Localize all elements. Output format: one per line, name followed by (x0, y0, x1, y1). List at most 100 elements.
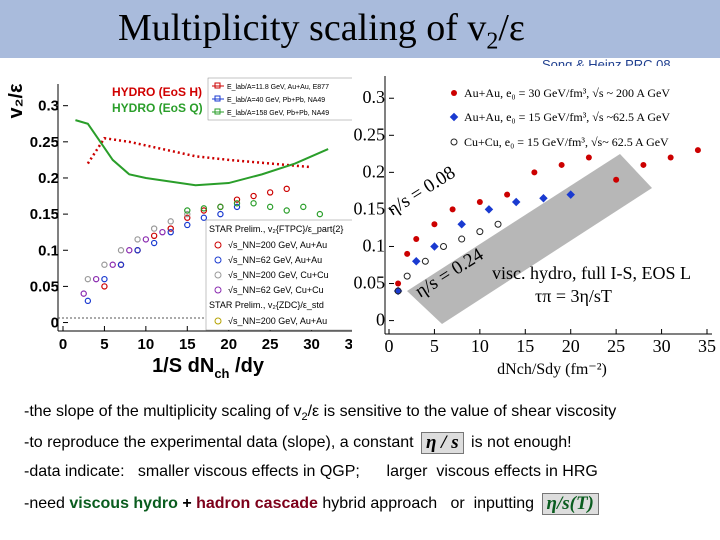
star-entry-3: √s_NN=200 GeV, Cu+Cu (228, 270, 329, 280)
data-point (539, 194, 548, 203)
y-tick-label: 0 (51, 315, 59, 332)
y-tick-label: 0.05 (354, 273, 386, 293)
data-point (640, 161, 647, 168)
visc-label-1: visc. hydro, full I-S, EOS L (492, 263, 691, 283)
title-bar (0, 0, 720, 58)
data-point (150, 225, 158, 232)
data-point (109, 261, 116, 268)
data-point (300, 203, 307, 211)
x-tick-label: 0 (385, 336, 394, 356)
data-point (126, 247, 133, 254)
data-point (316, 210, 324, 218)
bullet-2: -to reproduce the experimental data (slo… (24, 432, 572, 454)
y-tick-label: 0 (376, 310, 385, 330)
data-point (558, 161, 565, 168)
bullet-4: -need viscous hydro + hadron cascade hyb… (24, 493, 602, 515)
data-point (458, 235, 466, 243)
data-point (250, 192, 257, 200)
x-tick-label: 0 (59, 336, 67, 353)
right-plot: 0.3 0.25 0.2 0.15 0.1 0.05 0 0 5 10 15 20 25 30 35 Au… (352, 66, 718, 386)
right-legend-3: Cu+Cu, e₀ = 15 GeV/fm³, √s~ 62.5 A GeV (464, 135, 669, 149)
viscous-band (407, 154, 652, 324)
bullet-1: -the slope of the multiplicity scaling o… (24, 403, 617, 424)
data-point (217, 203, 224, 211)
data-point (613, 176, 620, 183)
data-point (266, 189, 274, 196)
data-point (150, 239, 158, 247)
data-point (233, 200, 241, 207)
data-point (413, 236, 420, 243)
data-point (167, 225, 174, 232)
data-point (200, 214, 208, 221)
data-point (150, 232, 158, 239)
x-tick-label: 35 (698, 336, 716, 356)
left-xlabel: 1/S dNch /dy (152, 355, 265, 381)
data-point (449, 206, 456, 213)
star-entry-1: √s_NN=200 GeV, Au+Au (228, 240, 327, 250)
data-point (101, 261, 108, 268)
y-tick-label: 0.15 (354, 198, 386, 218)
star-entry-4: √s_NN=62 GeV, Cu+Cu (228, 285, 324, 295)
data-point (233, 203, 241, 211)
data-point (404, 250, 411, 257)
left-plot: v₂/ε 0.3 0.25 0.2 0.15 0.1 0.05 0 0 5 10 15 20 25 30… (8, 66, 370, 382)
legend-e877: E_lab/A=11.8 GeV, Au+Au, E877 (227, 84, 329, 91)
right-xlabel: dNch/Sdy (fm⁻²) (497, 361, 607, 378)
y-tick-label: 0.1 (38, 242, 59, 259)
data-point (403, 272, 411, 280)
data-point (200, 207, 208, 214)
data-point (667, 154, 674, 161)
data-point (184, 210, 191, 218)
eta-s-t-chip: η/s(T) (541, 493, 599, 515)
x-tick-label: 25 (262, 336, 279, 353)
data-point (430, 242, 439, 251)
y-tick-label: 0.2 (363, 161, 386, 181)
eta-s-chip: η / s (421, 432, 464, 454)
x-tick-label: 25 (607, 336, 625, 356)
data-point (200, 205, 208, 212)
star-entry-5: √s_NN=200 GeV, Au+Au (228, 316, 327, 326)
data-point (412, 257, 421, 266)
x-tick-label: 15 (179, 336, 196, 353)
visc-label-2: τπ = 3η/sT (535, 286, 612, 306)
y-tick-label: 0.3 (363, 87, 386, 107)
right-series (393, 147, 701, 296)
data-point (266, 203, 274, 211)
data-point (84, 275, 92, 283)
data-point (283, 185, 290, 193)
data-point (80, 290, 87, 297)
y-tick-label: 0.25 (354, 124, 386, 144)
x-tick-label: 30 (653, 336, 671, 356)
star-title: STAR Prelim., v₂{FTPC}/ε_part{2} (209, 224, 343, 234)
x-tick-label: 5 (100, 336, 108, 353)
data-point (494, 220, 502, 228)
data-point (531, 169, 538, 176)
y-tick-label: 0.1 (363, 235, 386, 255)
right-x-ticks: 0 5 10 15 20 25 30 35 (385, 329, 716, 356)
data-point (184, 207, 191, 214)
x-tick-label: 20 (220, 336, 237, 353)
y-tick-label: 0.15 (30, 206, 59, 223)
data-point (476, 228, 484, 236)
data-point (585, 154, 592, 161)
bullet-3: -data indicate: smaller viscous effects … (24, 463, 598, 480)
star-title-2: STAR Prelim., v₂{ZDC}/ε_std (209, 300, 324, 310)
right-legend-2: Au+Au, e₀ = 15 GeV/fm³, √s ~62.5 A GeV (464, 110, 670, 124)
data-point (134, 236, 141, 243)
data-point (504, 191, 511, 198)
x-tick-label: 30 (303, 336, 320, 353)
data-point (484, 205, 494, 214)
data-point (167, 218, 174, 225)
y-tick-label: 0.3 (38, 98, 59, 115)
data-point (440, 242, 448, 250)
series-line-1 (75, 119, 329, 187)
series-line-0 (86, 136, 312, 169)
data-point (394, 287, 402, 295)
y-tick-label: 0.25 (30, 134, 59, 151)
data-point (217, 210, 224, 218)
left-ylabel: v₂/ε (8, 83, 27, 119)
hydro-h-label: HYDRO (EoS H) (112, 85, 202, 99)
data-point (167, 228, 174, 236)
data-point (395, 280, 402, 287)
left-y-ticks: 0.3 0.25 0.2 0.15 0.1 0.05 0 (30, 98, 68, 332)
